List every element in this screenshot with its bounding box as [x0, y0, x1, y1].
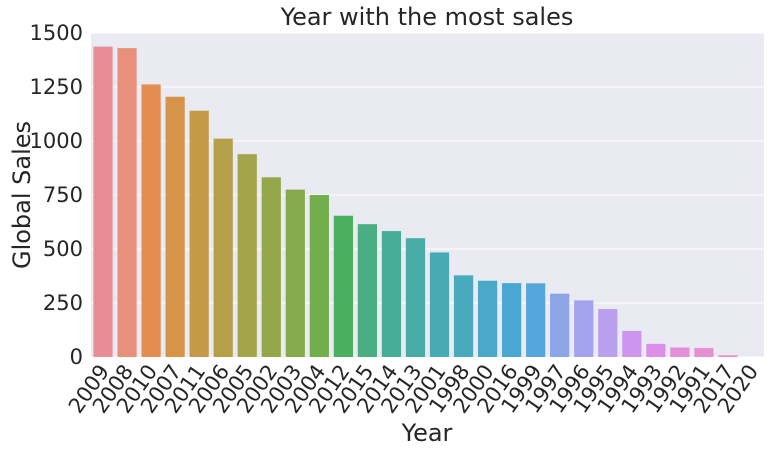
bar-2012 — [333, 215, 353, 357]
bar-1995 — [598, 309, 618, 357]
bar-2007 — [165, 96, 185, 357]
bar-1991 — [694, 347, 714, 357]
bar-1993 — [646, 343, 666, 357]
bar-2015 — [357, 224, 378, 357]
bar-2001 — [429, 252, 450, 357]
chart-title: Year with the most sales — [280, 3, 574, 31]
bar-2003 — [285, 189, 305, 357]
bar-2016 — [502, 283, 522, 357]
x-tick-labels: 2009200820102007201120062005200220032004… — [64, 360, 763, 418]
bars — [93, 46, 738, 358]
bar-1992 — [670, 347, 690, 357]
bar-1996 — [574, 300, 594, 357]
x-axis-label: Year — [401, 419, 453, 447]
bar-2006 — [213, 138, 233, 357]
y-tick-labels: 0 250 500 750 1000 1250 1500 — [30, 21, 83, 369]
bar-2017 — [718, 355, 738, 357]
y-tick-label: 750 — [43, 183, 83, 207]
bar-2008 — [117, 48, 137, 358]
y-tick-label: 1500 — [30, 21, 83, 45]
bar-1998 — [453, 275, 474, 357]
bar-1994 — [622, 330, 642, 357]
y-tick-label: 0 — [70, 345, 83, 369]
bar-2005 — [237, 154, 257, 357]
bar-2014 — [381, 231, 402, 357]
y-tick-label: 250 — [43, 291, 83, 315]
bar-2010 — [141, 84, 161, 358]
bar-2011 — [189, 110, 209, 357]
y-tick-label: 500 — [43, 237, 83, 261]
bar-1997 — [550, 293, 570, 357]
bar-2009 — [93, 46, 113, 357]
bar-1999 — [526, 283, 546, 357]
y-axis-label: Global Sales — [8, 121, 36, 269]
bar-2013 — [405, 238, 426, 357]
y-tick-label: 1250 — [30, 75, 83, 99]
bar-2004 — [309, 195, 329, 357]
bar-2000 — [477, 280, 498, 357]
bar-2002 — [261, 177, 281, 357]
y-tick-label: 1000 — [30, 129, 83, 153]
